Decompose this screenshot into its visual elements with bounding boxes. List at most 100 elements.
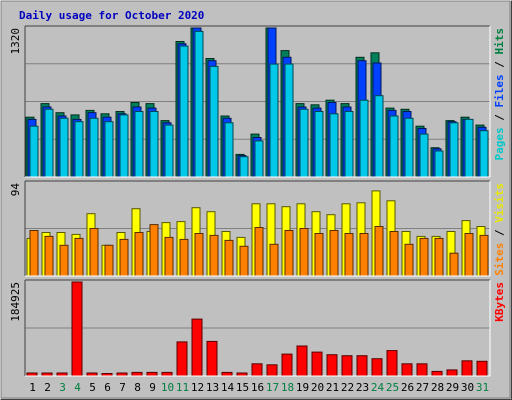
x-tick-label-day-28: 28 [431,381,444,394]
bar-sites-day-5 [89,228,99,277]
legend-item: KBytes [493,282,506,322]
bar-kbytes-day-10 [161,371,173,377]
bar-sites-day-19 [299,228,309,277]
x-tick-label-day-9: 9 [149,381,156,394]
bar-sites-day-15 [239,245,249,277]
x-tick-label-day-16: 16 [251,381,264,394]
chart-title: Daily usage for October 2020 [19,9,204,22]
panel-kbytes: 184925 KBytes [9,279,506,377]
bar-sites-day-6 [104,244,114,277]
x-tick-label-day-5: 5 [89,381,96,394]
x-tick-label-day-31: 31 [476,381,489,394]
x-tick-label-day-25: 25 [386,381,399,394]
legend-item: / [493,223,506,243]
bar-kbytes-day-26 [401,363,413,377]
bar-pages-day-3 [59,117,69,178]
legend-visits_sites: Sites / Visits [493,183,506,276]
legend-item: Sites [493,243,506,276]
legend-kbytes: KBytes [493,282,506,322]
bar-kbytes-day-19 [296,345,308,377]
bar-pages-day-22 [344,111,354,178]
bar-kbytes-day-22 [341,355,353,377]
bar-pages-day-27 [419,133,429,178]
bar-sites-day-17 [269,243,279,277]
bar-pages-day-5 [89,117,99,178]
legend-item: Hits [493,28,506,55]
bar-sites-day-8 [134,232,144,277]
bar-sites-day-23 [359,233,369,277]
x-tick-label-day-15: 15 [236,381,249,394]
max-label-visits_sites: 94 [9,183,22,197]
x-tick-label-day-8: 8 [134,381,141,394]
bar-kbytes-day-23 [356,355,368,377]
x-tick-label-day-1: 1 [29,381,36,394]
bar-pages-day-21 [329,113,339,178]
bar-kbytes-day-24 [371,358,383,377]
bar-sites-day-24 [374,226,384,277]
x-tick-label-day-12: 12 [191,381,204,394]
x-tick-label-day-18: 18 [281,381,294,394]
bar-pages-day-23 [359,99,369,178]
bar-pages-day-1 [29,125,39,178]
bar-pages-day-7 [119,114,129,178]
bar-pages-day-19 [299,108,309,178]
max-label-kbytes: 184925 [9,282,22,322]
bar-kbytes-day-18 [281,353,293,377]
bar-sites-day-3 [59,244,69,277]
bar-sites-day-31 [479,234,489,277]
bar-kbytes-day-25 [386,350,398,377]
bar-sites-day-30 [464,233,474,277]
x-tick-label-day-21: 21 [326,381,339,394]
x-tick-label-day-23: 23 [356,381,369,394]
legend-pages_files_hits: Pages / Files / Hits [493,28,506,161]
legend-item: Files [493,74,506,107]
bar-kbytes-day-11 [176,341,188,377]
bar-kbytes-day-20 [311,351,323,377]
bar-sites-day-11 [179,238,189,277]
legend-item: / [493,55,506,75]
bar-sites-day-14 [224,239,234,277]
bar-pages-day-30 [464,118,474,178]
bar-kbytes-day-28 [431,370,443,377]
bar-sites-day-16 [254,227,264,277]
bar-pages-day-2 [44,108,54,178]
bar-pages-day-24 [374,95,384,178]
bar-kbytes-day-27 [416,363,428,377]
bar-pages-day-9 [149,111,159,178]
bar-pages-day-4 [74,121,84,178]
legend-item: Visits [493,183,506,223]
bar-pages-day-17 [269,63,279,178]
bar-kbytes-day-17 [266,364,278,377]
bar-pages-day-26 [404,117,414,178]
bar-kbytes-day-9 [146,371,158,377]
bar-pages-day-6 [104,121,114,178]
x-tick-label-day-24: 24 [371,381,385,394]
bar-pages-day-18 [284,63,294,178]
bar-sites-day-1 [29,230,39,277]
legend-item: / [493,108,506,128]
bar-sites-day-10 [164,236,174,277]
bar-sites-day-9 [149,224,159,277]
bar-pages-day-13 [209,65,219,178]
bar-sites-day-29 [449,252,459,277]
bar-kbytes-day-31 [476,360,488,377]
x-tick-label-day-2: 2 [44,381,51,394]
x-tick-label-day-6: 6 [104,381,111,394]
bar-sites-day-21 [329,230,339,277]
bar-sites-day-28 [434,237,444,277]
bar-kbytes-day-4 [71,281,83,377]
bar-sites-day-13 [209,234,219,277]
bar-pages-day-16 [254,140,264,178]
bar-sites-day-12 [194,233,204,277]
bar-kbytes-day-29 [446,369,458,377]
x-tick-label-day-4: 4 [74,381,81,394]
x-tick-label-day-7: 7 [119,381,126,394]
bar-sites-day-27 [419,237,429,277]
bar-kbytes-day-12 [191,318,203,377]
x-tick-label-day-11: 11 [176,381,189,394]
bar-pages-day-11 [179,45,189,178]
x-tick-label-day-20: 20 [311,381,324,394]
bar-pages-day-25 [389,115,399,178]
max-label-pages_files_hits: 1320 [9,28,22,55]
